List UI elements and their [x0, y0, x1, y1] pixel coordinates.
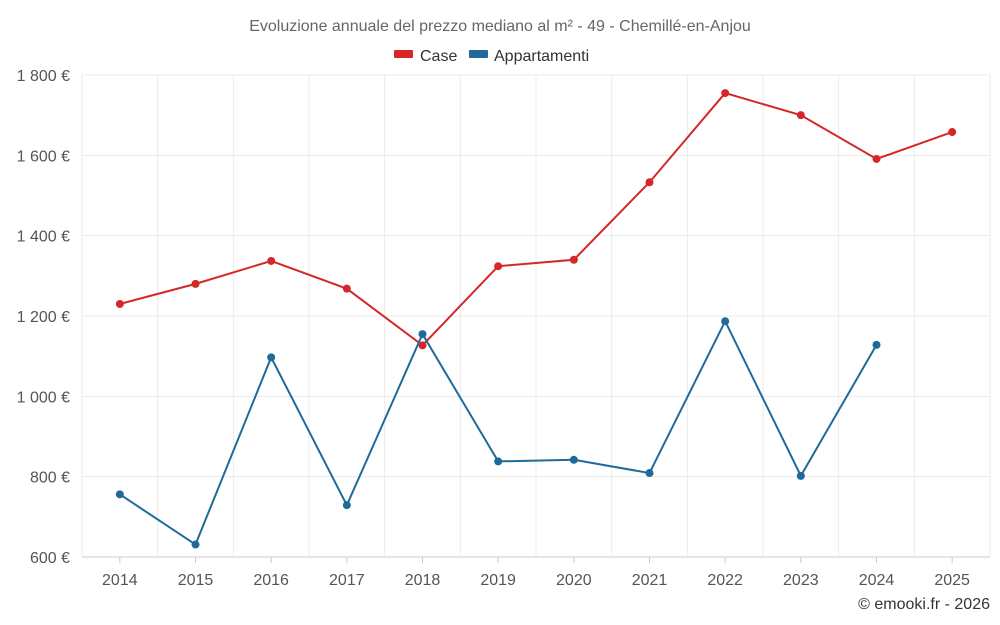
legend: Case Appartamenti — [394, 48, 589, 65]
data-point-appartamenti[interactable] — [267, 353, 276, 362]
x-tick-label: 2019 — [480, 572, 516, 589]
x-tick-label: 2020 — [556, 572, 592, 589]
legend-swatch-appartamenti — [469, 50, 488, 58]
axes: 600 € 800 € 1 000 € 1 200 € 1 400 € 1 600 € 1 … — [17, 68, 970, 589]
series — [115, 89, 957, 549]
data-point-case[interactable] — [872, 154, 881, 163]
x-tick-label: 2016 — [253, 572, 289, 589]
y-tick-label: 1 400 € — [17, 229, 70, 246]
x-tick-label: 2023 — [783, 572, 819, 589]
data-point-case[interactable] — [494, 262, 503, 271]
legend-item-case[interactable]: Case — [394, 48, 457, 65]
x-tick-label: 2018 — [405, 572, 441, 589]
legend-item-appartamenti[interactable]: Appartamenti — [469, 48, 589, 65]
y-tick-label: 600 € — [30, 550, 70, 567]
data-point-appartamenti[interactable] — [872, 340, 881, 349]
x-tick-label: 2014 — [102, 572, 138, 589]
data-point-appartamenti[interactable] — [645, 469, 654, 478]
data-point-case[interactable] — [418, 341, 427, 350]
data-point-appartamenti[interactable] — [796, 471, 805, 480]
data-point-appartamenti[interactable] — [342, 501, 351, 510]
data-point-case[interactable] — [948, 128, 957, 137]
x-tick-label: 2021 — [632, 572, 668, 589]
data-point-case[interactable] — [721, 89, 730, 98]
y-tick-label: 1 600 € — [17, 148, 70, 165]
x-tick-label: 2022 — [707, 572, 743, 589]
chart-title: Evoluzione annuale del prezzo mediano al… — [249, 18, 751, 35]
legend-label-case: Case — [420, 48, 457, 65]
series-line-case — [119, 91, 953, 347]
x-tick-label: 2017 — [329, 572, 365, 589]
y-tick-label: 1 200 € — [17, 309, 70, 326]
data-point-case[interactable] — [645, 178, 654, 187]
data-point-appartamenti[interactable] — [191, 540, 200, 549]
data-point-appartamenti[interactable] — [115, 490, 124, 499]
data-point-case[interactable] — [796, 111, 805, 120]
data-point-appartamenti[interactable] — [569, 455, 578, 464]
data-point-case[interactable] — [267, 256, 276, 265]
data-point-appartamenti[interactable] — [418, 330, 427, 339]
legend-label-appartamenti: Appartamenti — [494, 48, 589, 65]
grid — [81, 74, 991, 558]
x-tick-label: 2015 — [178, 572, 214, 589]
data-point-case[interactable] — [115, 299, 124, 308]
data-point-case[interactable] — [342, 284, 351, 293]
y-tick-label: 800 € — [30, 470, 70, 487]
data-point-case[interactable] — [191, 279, 200, 288]
y-tick-label: 1 000 € — [17, 389, 70, 406]
legend-swatch-case — [394, 50, 413, 58]
data-point-appartamenti[interactable] — [494, 457, 503, 466]
data-point-case[interactable] — [569, 255, 578, 264]
credit-text: © emooki.fr - 2026 — [858, 596, 990, 613]
y-tick-label: 1 800 € — [17, 68, 70, 85]
data-point-appartamenti[interactable] — [721, 317, 730, 326]
x-tick-label: 2024 — [859, 572, 895, 589]
x-tick-label: 2025 — [934, 572, 970, 589]
